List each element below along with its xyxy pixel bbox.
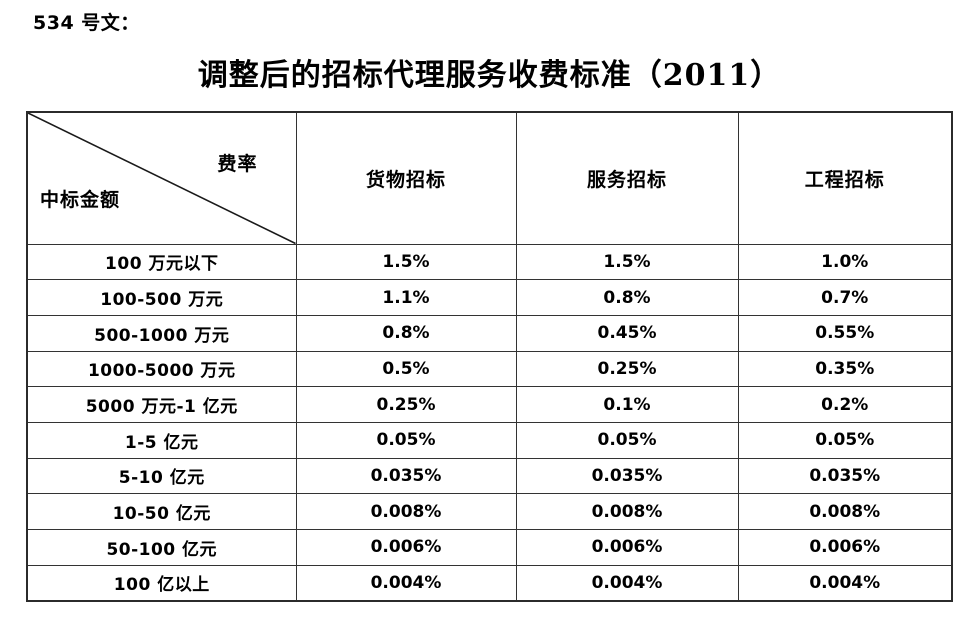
page-title: 调整后的招标代理服务收费标准（2011） (197, 58, 782, 93)
corner-label-bid-amount: 中标金额 (40, 188, 121, 211)
rate-cell: 0.035% (737, 457, 953, 495)
rate-cell: 0.5% (295, 350, 517, 388)
row-label-amount-range: 100 亿以上 (26, 564, 297, 602)
diagonal-divider-line (28, 113, 296, 244)
column-header-services: 服务招标 (515, 111, 739, 245)
table-row: 500-1000 万元 0.8% 0.45% 0.55% (26, 314, 953, 352)
rate-cell: 0.05% (737, 421, 953, 459)
rate-cell: 1.1% (295, 279, 517, 316)
table-header: 费率 中标金额 货物招标 服务招标 工程招标 (26, 111, 953, 245)
rate-cell: 0.05% (295, 421, 517, 459)
rate-cell: 0.004% (515, 564, 739, 602)
rate-cell: 0.45% (515, 314, 739, 352)
rate-cell: 0.008% (295, 493, 517, 530)
column-header-goods: 货物招标 (295, 111, 517, 245)
rate-cell: 0.006% (295, 529, 517, 566)
rate-cell: 0.8% (515, 279, 739, 316)
row-label-amount-range: 5-10 亿元 (26, 457, 297, 495)
row-label-amount-range: 100 万元以下 (26, 243, 297, 281)
rate-cell: 0.05% (515, 421, 739, 459)
rate-cell: 0.8% (295, 314, 517, 352)
rate-cell: 0.25% (515, 350, 739, 388)
rate-cell: 0.55% (737, 314, 953, 352)
rate-cell: 0.004% (295, 564, 517, 602)
table-row: 5000 万元-1 亿元 0.25% 0.1% 0.2% (26, 386, 953, 423)
row-label-amount-range: 1-5 亿元 (26, 421, 297, 459)
row-label-amount-range: 100-500 万元 (26, 279, 297, 316)
rate-cell: 0.006% (515, 529, 739, 566)
rate-cell: 0.7% (737, 279, 953, 316)
rate-cell: 0.004% (737, 564, 953, 602)
rate-cell: 1.5% (515, 243, 739, 281)
table-body: 100 万元以下 1.5% 1.5% 1.0% 100-500 万元 1.1% 0.8% 0.… (26, 243, 953, 602)
rate-cell: 1.0% (737, 243, 953, 281)
header-row: 费率 中标金额 货物招标 服务招标 工程招标 (26, 111, 953, 245)
table-row: 1000-5000 万元 0.5% 0.25% 0.35% (26, 350, 953, 388)
table-row: 10-50 亿元 0.008% 0.008% 0.008% (26, 493, 953, 530)
rate-cell: 0.2% (737, 386, 953, 423)
rate-cell: 0.035% (295, 457, 517, 495)
corner-label-rate: 费率 (217, 153, 258, 175)
rate-cell: 0.35% (737, 350, 953, 388)
fee-table: 费率 中标金额 货物招标 服务招标 工程招标 100 万元以下 1.5% 1.5% 1… (26, 111, 953, 602)
row-label-amount-range: 10-50 亿元 (26, 493, 297, 530)
doc-number: 534 号文： (33, 12, 140, 34)
table-row: 1-5 亿元 0.05% 0.05% 0.05% (26, 421, 953, 459)
rate-cell: 1.5% (295, 243, 517, 281)
rate-cell: 0.006% (737, 529, 953, 566)
column-header-engineering: 工程招标 (737, 111, 953, 245)
table-row: 100 亿以上 0.004% 0.004% 0.004% (26, 564, 953, 602)
row-label-amount-range: 5000 万元-1 亿元 (26, 386, 297, 423)
corner-header-cell: 费率 中标金额 (26, 111, 297, 245)
row-label-amount-range: 50-100 亿元 (26, 529, 297, 566)
rate-cell: 0.1% (515, 386, 739, 423)
table-row: 100 万元以下 1.5% 1.5% 1.0% (26, 243, 953, 281)
rate-cell: 0.25% (295, 386, 517, 423)
rate-cell: 0.008% (737, 493, 953, 530)
row-label-amount-range: 1000-5000 万元 (26, 350, 297, 388)
rate-cell: 0.035% (515, 457, 739, 495)
table-row: 50-100 亿元 0.006% 0.006% 0.006% (26, 529, 953, 566)
rate-cell: 0.008% (515, 493, 739, 530)
row-label-amount-range: 500-1000 万元 (26, 314, 297, 352)
table-row: 5-10 亿元 0.035% 0.035% 0.035% (26, 457, 953, 495)
table-row: 100-500 万元 1.1% 0.8% 0.7% (26, 279, 953, 316)
